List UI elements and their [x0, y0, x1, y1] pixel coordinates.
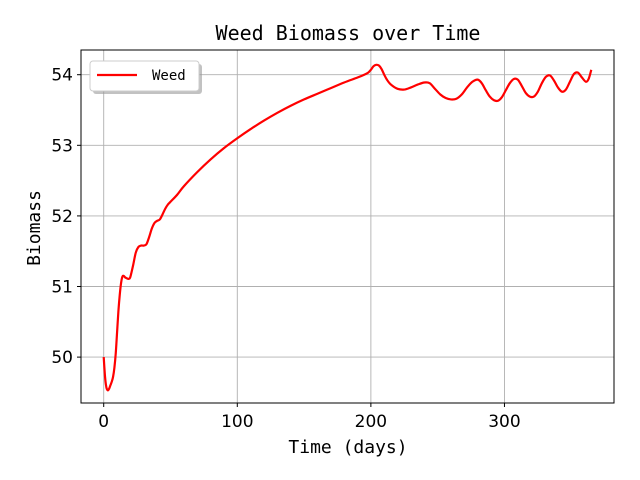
x-tick-label: 100 [221, 412, 253, 432]
x-axis-label: Time (days) [288, 437, 407, 458]
y-tick-label: 53 [51, 136, 73, 156]
x-tick-label: 0 [98, 412, 109, 432]
legend-box [89, 60, 200, 92]
y-tick-label: 52 [51, 207, 73, 227]
y-tick-label: 54 [51, 66, 73, 86]
legend-label-weed: Weed [152, 68, 186, 84]
x-axis-ticks: 0 100 200 300 [98, 403, 521, 432]
y-axis-label: Biomass [24, 190, 45, 266]
y-tick-label: 50 [51, 348, 73, 368]
x-tick-label: 200 [355, 412, 387, 432]
chart-title: Weed Biomass over Time [216, 21, 481, 45]
plot-frame [80, 49, 615, 404]
series-line-weed [102, 63, 593, 392]
y-axis-ticks: 50 51 52 53 54 [51, 66, 81, 368]
series-layer [102, 63, 593, 392]
legend: Weed [89, 60, 202, 94]
x-tick-label: 300 [488, 412, 520, 432]
y-tick-label: 51 [51, 278, 73, 298]
